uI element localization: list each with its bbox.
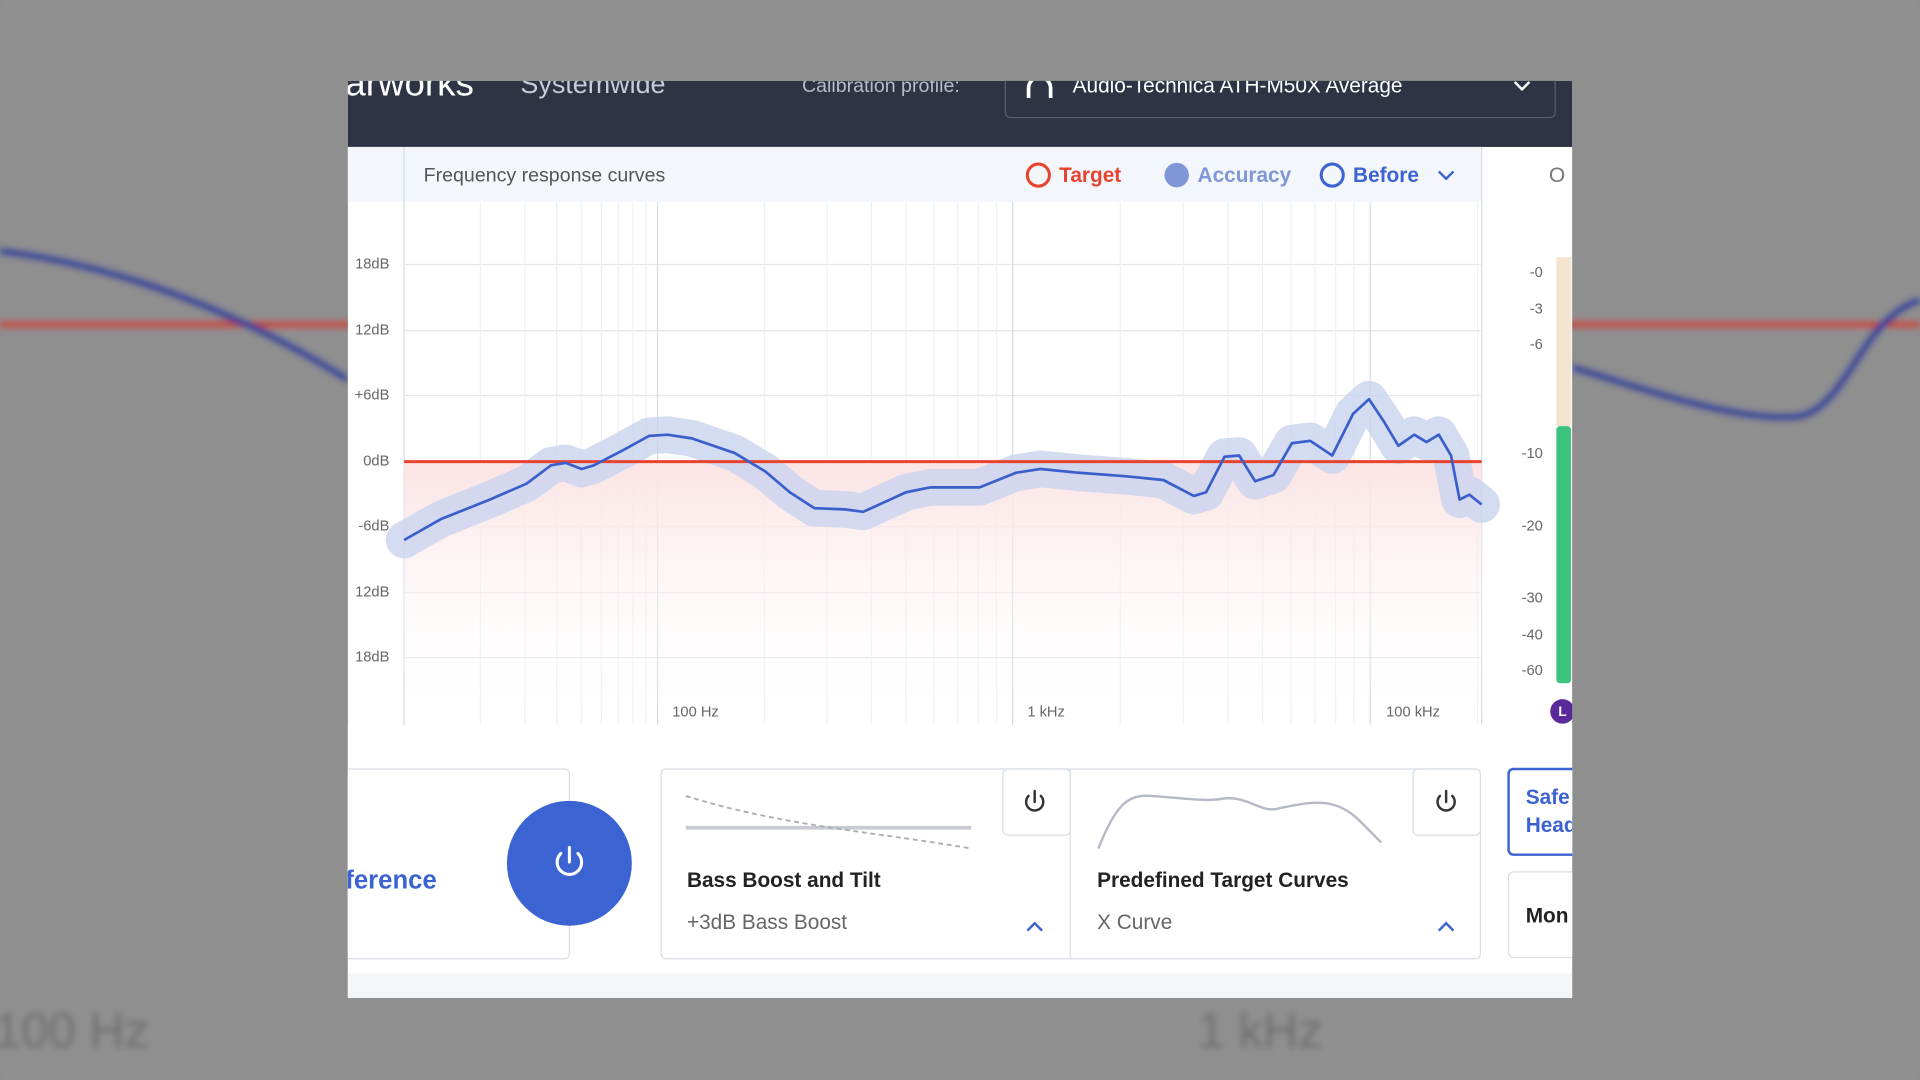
meter-label: -30	[1522, 591, 1543, 607]
power-icon	[555, 845, 584, 876]
profile-select[interactable]	[1004, 61, 1556, 119]
bg-curve	[0, 247, 1920, 421]
meter-labels: -0 -3 -6 -10 -20 -30 -40 -60	[1522, 265, 1543, 679]
legend-accuracy[interactable]: Accuracy	[1198, 164, 1292, 187]
dropdown-arrow	[1513, 81, 1531, 92]
y-label: 12dB	[355, 585, 390, 601]
side-tab[interactable]: O	[1549, 164, 1565, 187]
channel-badge[interactable]	[1550, 699, 1574, 724]
expand-icon[interactable]	[1437, 921, 1455, 932]
legend-dropdown[interactable]	[1437, 170, 1455, 181]
meter-label: -60	[1522, 663, 1543, 679]
app-window: arworks Systemwide Calibration profile: …	[345, 61, 1595, 998]
card-value: +3dB Bass Boost	[687, 911, 847, 934]
headphone-icon	[1026, 80, 1053, 98]
y-label: 18dB	[355, 256, 390, 272]
y-label: -6dB	[358, 518, 389, 534]
meter-label: -20	[1522, 518, 1543, 534]
meter-label: -40	[1522, 627, 1543, 643]
mon-card[interactable]	[1507, 871, 1595, 959]
reference-label[interactable]: ference	[345, 866, 437, 894]
bass-preview-tilt	[685, 795, 972, 850]
bg-x-label: 100 Hz	[0, 1005, 149, 1059]
meter-level	[1556, 426, 1572, 684]
profile-value: Audio-Technica ATH-M50X Average	[1073, 74, 1403, 97]
legend-before-icon[interactable]	[1319, 162, 1345, 188]
safe-card[interactable]	[1507, 767, 1595, 856]
card-title: Predefined Target Curves	[1097, 869, 1349, 892]
card-title: Bass Boost and Tilt	[687, 869, 881, 892]
power-icon	[1436, 789, 1456, 812]
target-preview	[1097, 794, 1383, 850]
meter-label: -3	[1530, 302, 1543, 318]
y-label: 0dB	[363, 454, 389, 470]
legend-before[interactable]: Before	[1353, 164, 1419, 187]
before-curve	[403, 397, 1483, 542]
meter-label: -0	[1530, 265, 1543, 281]
bottom-strip	[347, 973, 1573, 998]
meter-label: -10	[1522, 446, 1543, 462]
safe-label: Head	[1526, 814, 1577, 837]
y-label: 18dB	[355, 649, 390, 665]
meter-label: -6	[1530, 337, 1543, 353]
card-value: X Curve	[1097, 911, 1172, 934]
x-label: 100 kHz	[1386, 705, 1440, 721]
y-label: +6dB	[355, 387, 390, 403]
legend-accuracy-icon[interactable]	[1164, 162, 1189, 188]
mon-label: Mon	[1526, 905, 1569, 928]
app-mode: Systemwide	[520, 69, 665, 99]
x-label: 100 Hz	[672, 705, 719, 721]
bg-x-label: 1 kHz	[1198, 1005, 1323, 1059]
y-label: 12dB	[355, 322, 390, 338]
panel-title: Frequency response curves	[424, 164, 666, 186]
expand-icon[interactable]	[1026, 921, 1043, 932]
safe-label: Safe	[1526, 786, 1570, 809]
x-label: 1 kHz	[1027, 705, 1065, 721]
meter-top	[1556, 257, 1572, 427]
channel-label: L	[1558, 704, 1566, 719]
profile-label: Calibration profile:	[802, 75, 960, 97]
panel-header	[347, 146, 1482, 203]
power-icon	[1024, 789, 1045, 812]
app-name: arworks	[345, 62, 474, 103]
y-labels: 18dB 12dB +6dB 0dB -6dB 12dB 18dB	[355, 256, 390, 665]
legend-target[interactable]: Target	[1059, 164, 1121, 187]
legend-target-icon[interactable]	[1025, 162, 1051, 188]
bass-power[interactable]	[1002, 768, 1071, 836]
